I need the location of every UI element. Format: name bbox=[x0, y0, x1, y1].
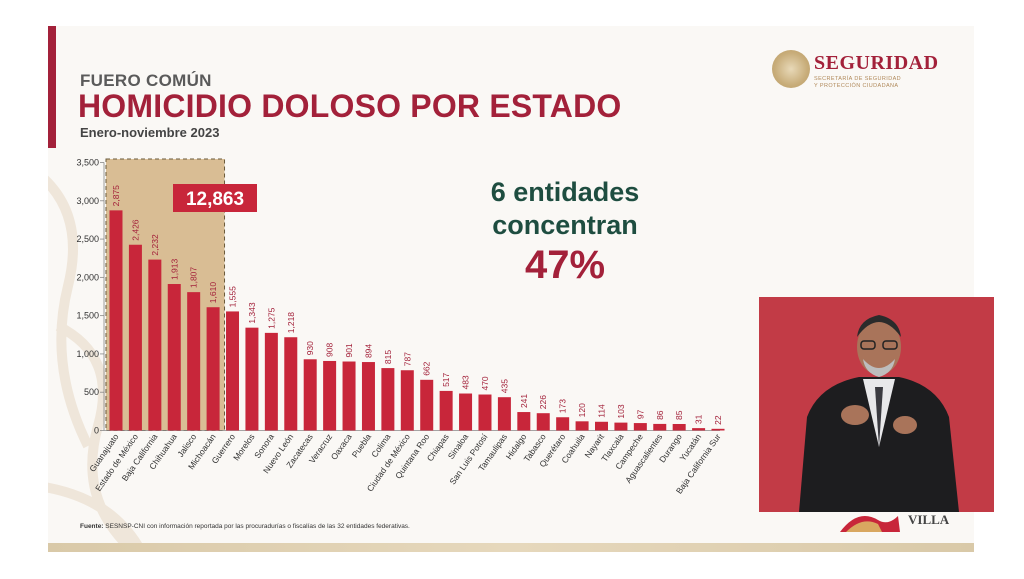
bottom-logo-icon: VILLA bbox=[840, 512, 950, 532]
national-seal-icon bbox=[772, 50, 810, 88]
source-note: Fuente: SESNSP-CNI con información repor… bbox=[80, 523, 410, 530]
bar bbox=[323, 360, 337, 431]
bar bbox=[614, 422, 628, 431]
pre-title: FUERO COMÚN bbox=[80, 71, 212, 90]
bar-value-label: 1,913 bbox=[169, 258, 179, 280]
y-tick-label: 500 bbox=[84, 387, 99, 397]
logo-subtitle-2: Y PROTECCIÓN CIUDADANA bbox=[814, 83, 899, 89]
callout-line-2: concentran bbox=[492, 210, 638, 240]
y-tick-label: 3,500 bbox=[76, 158, 99, 168]
bar bbox=[536, 413, 550, 431]
bar-value-label: 1,610 bbox=[208, 282, 218, 304]
bar bbox=[459, 393, 473, 431]
bar bbox=[167, 284, 181, 431]
bar-value-label: 114 bbox=[597, 404, 607, 418]
bar bbox=[420, 379, 434, 431]
bar-value-label: 908 bbox=[325, 343, 335, 357]
bar-value-label: 1,218 bbox=[286, 312, 296, 334]
bar bbox=[226, 311, 240, 431]
bar bbox=[575, 421, 589, 431]
bar-value-label: 1,807 bbox=[189, 267, 199, 289]
bar-value-label: 1,343 bbox=[247, 302, 257, 324]
bar-value-label: 1,275 bbox=[266, 307, 276, 329]
bar-value-label: 241 bbox=[519, 394, 529, 408]
page-title: HOMICIDIO DOLOSO POR ESTADO bbox=[78, 88, 622, 124]
bar-value-label: 22 bbox=[713, 415, 723, 425]
bottom-logo: VILLA bbox=[838, 506, 978, 536]
bar bbox=[109, 210, 123, 431]
y-tick-label: 1,500 bbox=[76, 311, 99, 321]
bar-value-label: 2,875 bbox=[111, 185, 121, 207]
bar bbox=[381, 368, 395, 431]
bar-value-label: 120 bbox=[577, 403, 587, 417]
y-tick-label: 2,000 bbox=[76, 272, 99, 282]
highlight-total-bg bbox=[173, 184, 257, 212]
bar-value-label: 97 bbox=[635, 409, 645, 419]
bar bbox=[672, 423, 686, 431]
bar-value-label: 815 bbox=[383, 350, 393, 364]
bar bbox=[517, 412, 531, 431]
bar bbox=[206, 307, 220, 431]
bar-value-label: 517 bbox=[441, 372, 451, 386]
y-tick-label: 1,000 bbox=[76, 349, 99, 359]
highlight-total: 12,863 bbox=[186, 189, 244, 210]
bar bbox=[633, 423, 647, 431]
bar bbox=[342, 361, 356, 431]
bar bbox=[148, 259, 162, 431]
bar bbox=[556, 417, 570, 431]
y-tick-label: 0 bbox=[94, 426, 99, 436]
bar-value-label: 787 bbox=[402, 352, 412, 366]
bar-value-label: 894 bbox=[363, 344, 373, 358]
bar bbox=[653, 423, 667, 431]
bar-value-label: 2,426 bbox=[130, 219, 140, 241]
bar bbox=[284, 337, 298, 431]
category-label: Oaxaca bbox=[329, 432, 354, 462]
bar bbox=[478, 394, 492, 431]
callout-line-1: 6 entidades bbox=[490, 177, 640, 207]
bar bbox=[361, 362, 375, 431]
bar-value-label: 85 bbox=[674, 410, 684, 420]
bar-value-label: 1,555 bbox=[228, 286, 238, 308]
seguridad-logo: SEGURIDAD SECRETARÍA DE SEGURIDAD Y PROT… bbox=[772, 50, 962, 90]
callout-text: 6 entidades concentran bbox=[470, 176, 660, 242]
bar-value-label: 226 bbox=[538, 395, 548, 409]
background-pattern bbox=[48, 175, 143, 548]
bar-value-label: 901 bbox=[344, 343, 354, 357]
bar bbox=[692, 428, 706, 431]
y-tick-label: 2,500 bbox=[76, 234, 99, 244]
bar-value-label: 103 bbox=[616, 404, 626, 418]
sign-language-interpreter-video bbox=[759, 297, 994, 512]
bar bbox=[595, 421, 608, 431]
bar bbox=[128, 244, 142, 431]
bar bbox=[303, 359, 317, 431]
bar-value-label: 435 bbox=[499, 379, 509, 393]
bar-value-label: 470 bbox=[480, 376, 490, 390]
source-label: Fuente: bbox=[80, 523, 104, 530]
logo-name: SEGURIDAD bbox=[814, 52, 939, 74]
interpreter-figure bbox=[759, 297, 994, 512]
bar-value-label: 483 bbox=[461, 375, 471, 389]
bar-value-label: 2,232 bbox=[150, 234, 160, 256]
bar bbox=[711, 428, 725, 431]
page-subtitle: Enero-noviembre 2023 bbox=[80, 125, 220, 140]
bottom-logo-text: VILLA bbox=[908, 512, 950, 527]
bar bbox=[245, 327, 259, 431]
logo-subtitle-1: SECRETARÍA DE SEGURIDAD bbox=[814, 76, 902, 82]
y-tick-label: 3,000 bbox=[76, 196, 99, 206]
bar-value-label: 662 bbox=[422, 361, 432, 375]
bar-value-label: 930 bbox=[305, 341, 315, 355]
bar bbox=[439, 390, 453, 431]
bar bbox=[497, 397, 511, 431]
bar bbox=[400, 370, 414, 431]
bar bbox=[187, 292, 201, 431]
bar-value-label: 173 bbox=[558, 399, 568, 413]
title-accent-bar bbox=[48, 26, 56, 148]
source-text: SESNSP-CNI con información reportada por… bbox=[103, 523, 410, 530]
callout-percent: 47% bbox=[524, 243, 606, 287]
bar-value-label: 86 bbox=[655, 410, 665, 420]
bar bbox=[264, 332, 278, 431]
bar-value-label: 31 bbox=[694, 414, 704, 424]
bottom-decorative-band bbox=[48, 543, 974, 552]
